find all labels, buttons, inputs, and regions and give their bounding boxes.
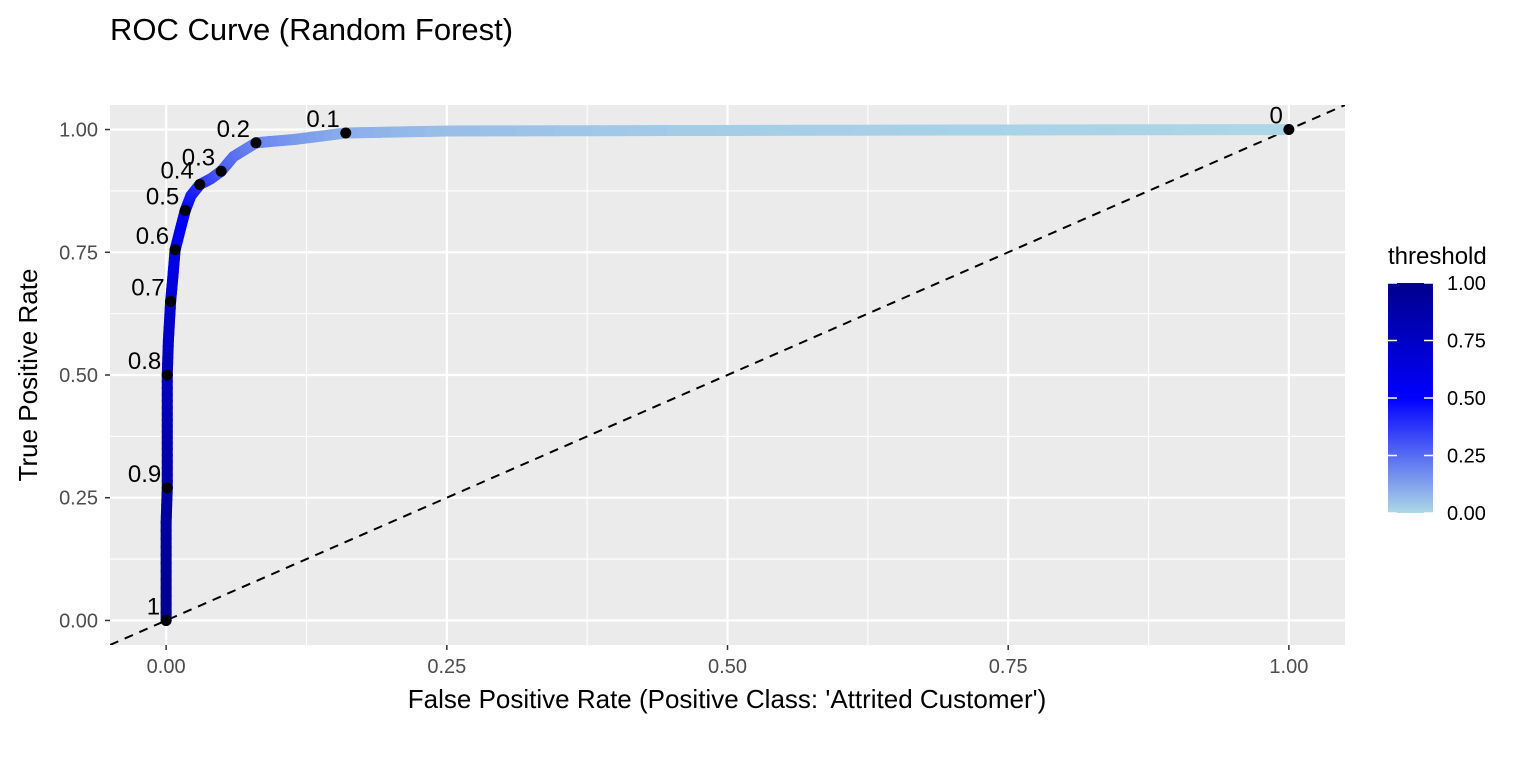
threshold-point bbox=[215, 165, 227, 177]
legend-tick-label: 0.50 bbox=[1447, 388, 1486, 410]
threshold-point bbox=[194, 179, 206, 191]
threshold-point bbox=[340, 127, 352, 139]
y-tick-label: 0.00 bbox=[59, 610, 98, 632]
x-axis-ticks: 0.00 0.25 0.50 0.75 1.00 bbox=[147, 645, 1308, 678]
legend-tick-label: 0.75 bbox=[1447, 331, 1486, 353]
x-tick-label: 0.75 bbox=[989, 656, 1028, 678]
threshold-point bbox=[169, 244, 181, 256]
threshold-point bbox=[1283, 124, 1295, 136]
diagonal-reference-line bbox=[110, 105, 1345, 645]
legend-tick-label: 0.25 bbox=[1447, 446, 1486, 468]
threshold-legend: threshold 1.00 0.75 0.50 0.25 0.00 bbox=[1388, 243, 1487, 525]
threshold-point bbox=[160, 614, 172, 626]
threshold-label: 0.8 bbox=[128, 348, 161, 375]
threshold-point bbox=[250, 137, 262, 149]
threshold-label: 0.5 bbox=[146, 184, 179, 211]
threshold-label: 0.4 bbox=[160, 158, 193, 185]
y-tick-label: 1.00 bbox=[59, 120, 98, 142]
threshold-label: 0.6 bbox=[136, 223, 169, 250]
threshold-label: 0.9 bbox=[128, 461, 161, 488]
threshold-label: 0.3 bbox=[182, 144, 215, 171]
threshold-label: 0.1 bbox=[306, 106, 339, 133]
threshold-label: 0.7 bbox=[131, 274, 164, 301]
threshold-point bbox=[179, 205, 191, 217]
chart-title: ROC Curve (Random Forest) bbox=[110, 12, 513, 47]
threshold-label: 1 bbox=[147, 593, 160, 620]
legend-ticks: 1.00 0.75 0.50 0.25 0.00 bbox=[1388, 273, 1486, 525]
x-tick-label: 0.25 bbox=[427, 656, 466, 678]
x-axis-title: False Positive Rate (Positive Class: 'At… bbox=[408, 684, 1046, 714]
y-axis-title: True Positive Rate bbox=[13, 269, 43, 482]
threshold-point bbox=[161, 369, 173, 381]
threshold-point bbox=[161, 482, 173, 494]
threshold-label: 0 bbox=[1270, 103, 1283, 130]
x-tick-label: 0.50 bbox=[708, 656, 747, 678]
legend-tick-label: 0.00 bbox=[1447, 503, 1486, 525]
threshold-labels: 1 0.9 0.8 0.7 0.6 0.50.40.30.2 0.1 0 bbox=[128, 103, 1283, 621]
y-tick-label: 0.75 bbox=[59, 242, 98, 264]
threshold-point bbox=[165, 295, 177, 307]
y-axis-ticks: 0.00 0.25 0.50 0.75 1.00 bbox=[59, 120, 110, 632]
y-tick-label: 0.25 bbox=[59, 488, 98, 510]
y-tick-label: 0.50 bbox=[59, 365, 98, 387]
legend-title: threshold bbox=[1388, 243, 1487, 270]
legend-tick-label: 1.00 bbox=[1447, 273, 1486, 295]
x-tick-label: 1.00 bbox=[1269, 656, 1308, 678]
x-tick-label: 0.00 bbox=[147, 656, 186, 678]
threshold-points bbox=[160, 124, 1295, 626]
threshold-label: 0.2 bbox=[217, 116, 250, 143]
